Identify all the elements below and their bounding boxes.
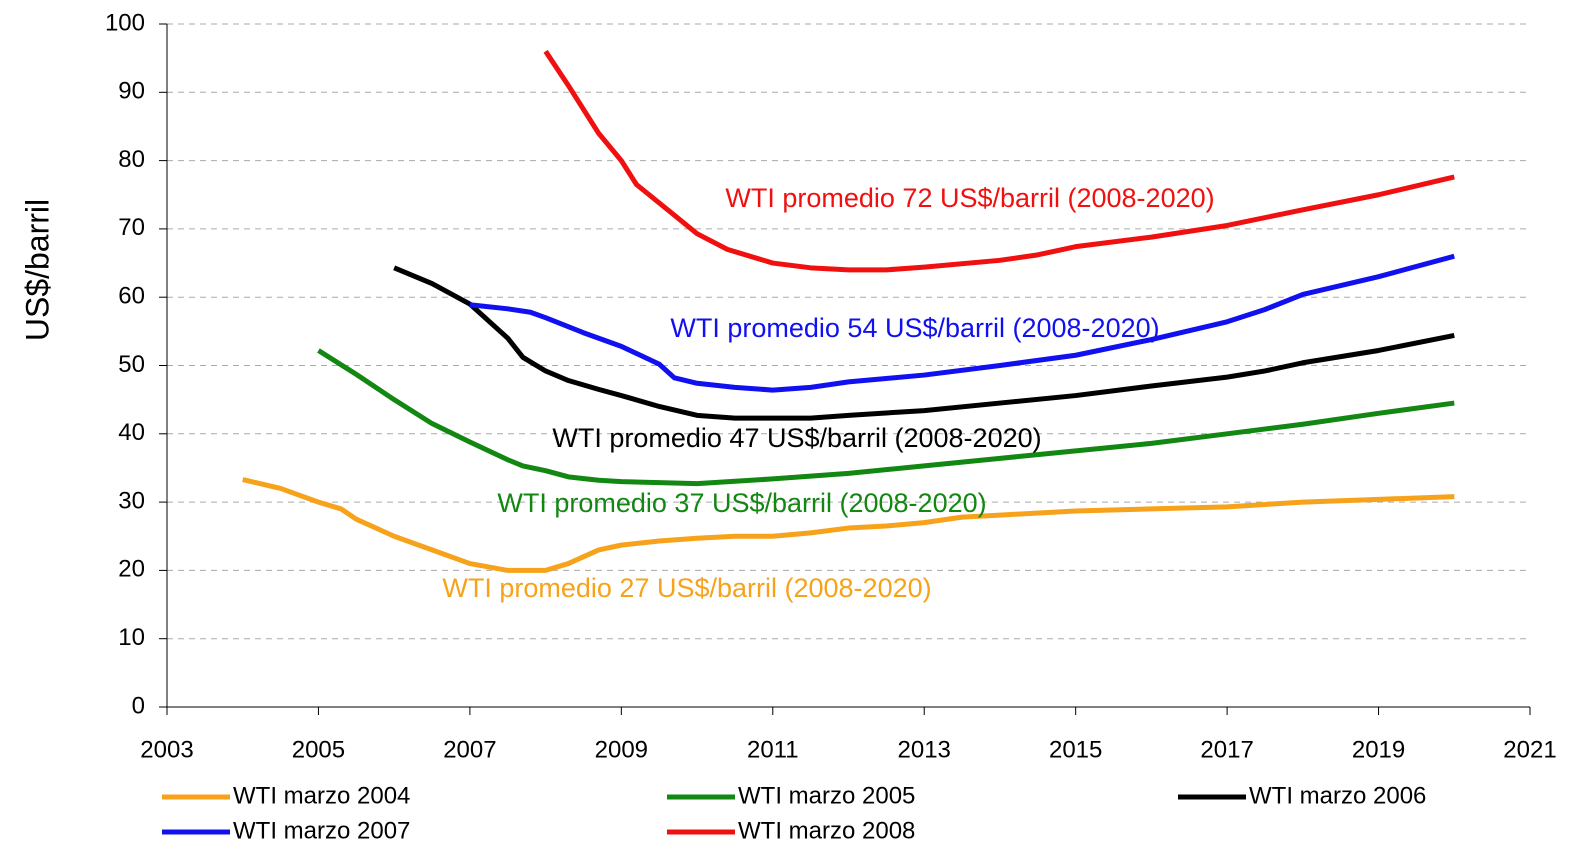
annotation: WTI promedio 37 US$/barril (2008-2020) [497, 488, 986, 518]
y-tick-label: 10 [118, 624, 145, 651]
y-tick-label: 100 [105, 9, 145, 36]
annotation: WTI promedio 27 US$/barril (2008-2020) [442, 573, 931, 603]
series-line [242, 477, 1455, 573]
x-tick-label: 2015 [1049, 736, 1102, 763]
y-tick-label: 0 [132, 692, 145, 719]
y-tick-label: 60 [118, 283, 145, 310]
y-axis-label: US$/barril [19, 199, 55, 341]
x-tick-label: 2005 [292, 736, 345, 763]
y-tick-label: 70 [118, 214, 145, 241]
y-tick-label: 90 [118, 78, 145, 105]
legend-label: WTI marzo 2008 [738, 817, 915, 844]
legend-label: WTI marzo 2007 [233, 817, 410, 844]
series-line [543, 49, 1455, 273]
annotation: WTI promedio 54 US$/barril (2008-2020) [670, 313, 1159, 343]
legend-label: WTI marzo 2005 [738, 782, 915, 809]
x-tick-label: 2009 [595, 736, 648, 763]
annotation: WTI promedio 72 US$/barril (2008-2020) [725, 183, 1214, 213]
series-line [393, 265, 1455, 421]
y-tick-label: 30 [118, 487, 145, 514]
x-tick-label: 2007 [443, 736, 496, 763]
x-tick-label: 2003 [140, 736, 193, 763]
x-tick-label: 2021 [1503, 736, 1556, 763]
x-tick-label: 2011 [747, 736, 799, 763]
x-tick-label: 2017 [1200, 736, 1253, 763]
series-line [317, 348, 1455, 487]
y-tick-label: 50 [118, 351, 145, 378]
annotation: WTI promedio 47 US$/barril (2008-2020) [552, 423, 1041, 453]
y-tick-label: 20 [118, 556, 145, 583]
x-tick-label: 2019 [1352, 736, 1405, 763]
series-line [469, 253, 1455, 393]
y-tick-label: 80 [118, 146, 145, 173]
legend-label: WTI marzo 2006 [1249, 782, 1426, 809]
y-tick-label: 40 [118, 419, 145, 446]
x-tick-label: 2013 [898, 736, 951, 763]
legend-label: WTI marzo 2004 [233, 782, 410, 809]
